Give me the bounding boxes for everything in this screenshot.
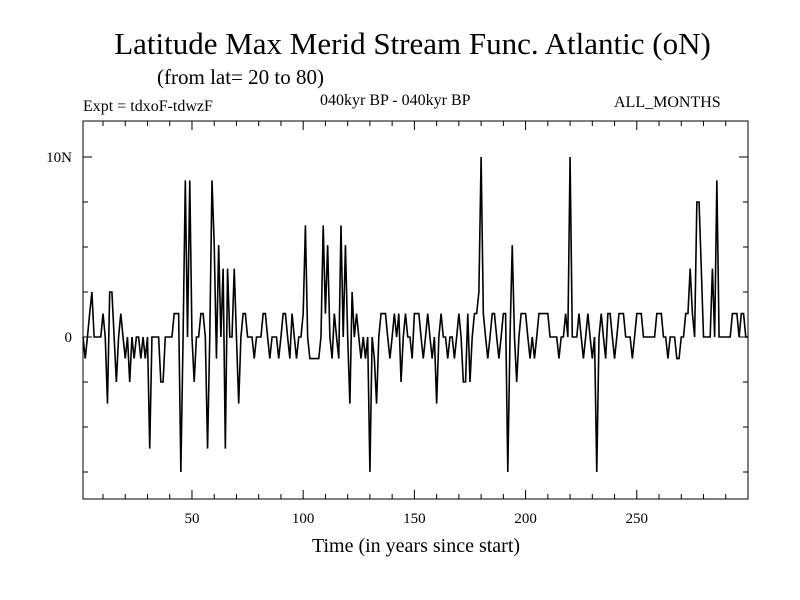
y-tick-label: 10N bbox=[46, 150, 72, 166]
tick-labels: 50 100 150 200 250 0 10N bbox=[46, 150, 648, 527]
x-tick-label: 250 bbox=[626, 511, 649, 527]
series-line bbox=[82, 156, 748, 473]
chart-subtitle: (from lat= 20 to 80) bbox=[157, 65, 324, 89]
plot-frame bbox=[82, 120, 749, 500]
chart-title: Latitude Max Merid Stream Func. Atlantic… bbox=[114, 26, 711, 61]
experiment-label: Expt = tdxoF-tdwzF bbox=[83, 98, 213, 115]
axis-ticks bbox=[83, 121, 748, 499]
x-tick-label: 200 bbox=[514, 511, 537, 527]
x-axis-label: Time (in years since start) bbox=[311, 535, 521, 557]
period-label: 040kyr BP - 040kyr BP bbox=[320, 92, 471, 109]
months-label: ALL_MONTHS bbox=[614, 94, 721, 111]
y-tick-label: 0 bbox=[65, 330, 73, 346]
x-tick-label: 150 bbox=[403, 511, 426, 527]
x-tick-label: 100 bbox=[292, 511, 315, 527]
x-tick-label: 50 bbox=[184, 511, 199, 527]
